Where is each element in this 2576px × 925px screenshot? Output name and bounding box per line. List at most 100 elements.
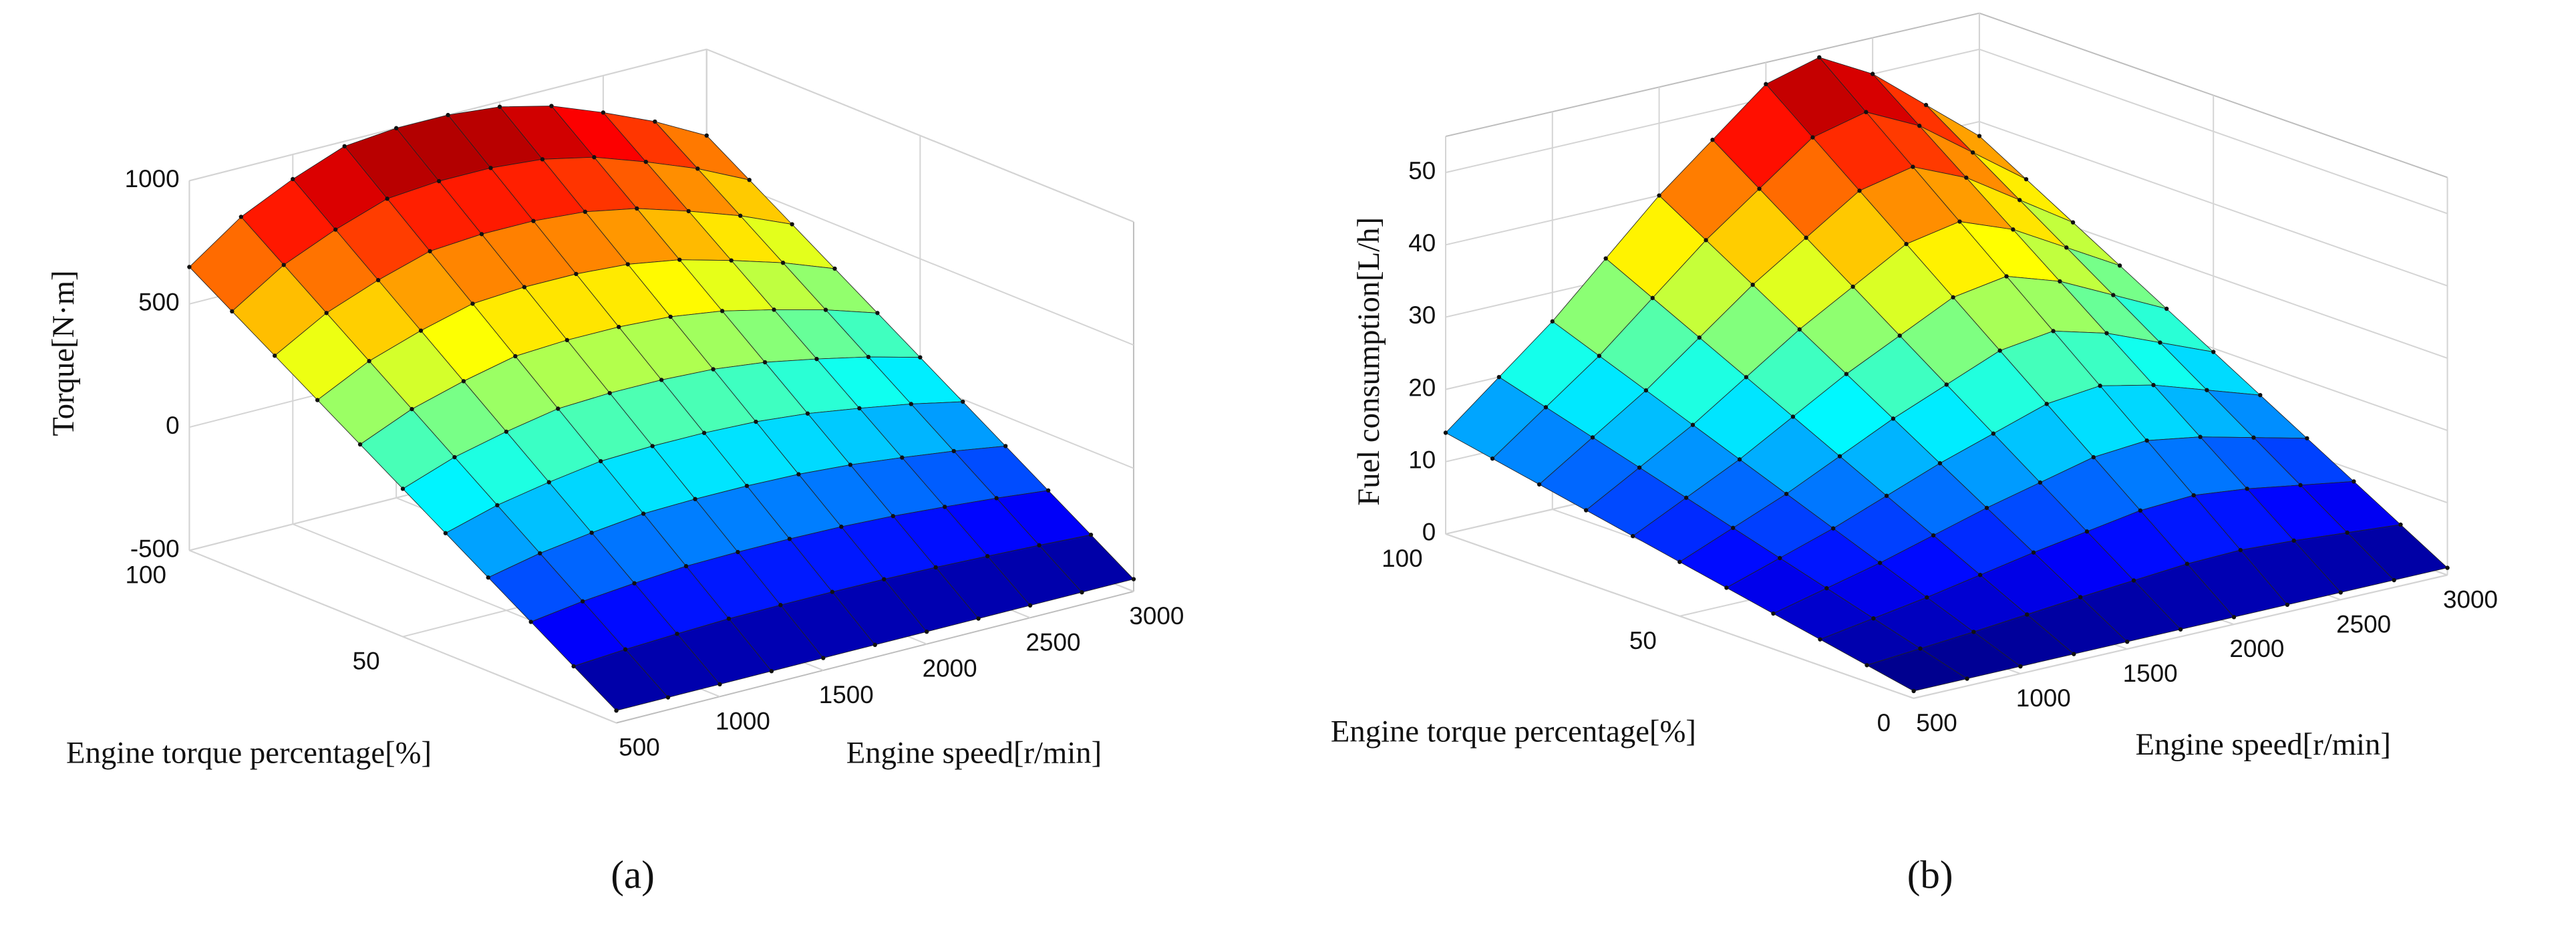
surface-vertex [1970,150,1975,155]
surface-vertex [1027,603,1033,608]
surface-vertex [617,324,621,329]
surface-vertex [1631,533,1635,539]
surface-vertex [1857,188,1862,193]
surface-vertex [1904,241,1909,247]
surface-vertex [882,577,887,581]
surface-vertex [659,378,664,382]
surface-vertex [479,232,484,237]
surface-vertex [410,406,414,412]
grid-line [1445,48,1980,174]
surface-vertex [729,258,734,263]
surface-vertex [522,285,527,289]
panel-label: (b) [1907,853,1953,897]
surface-vertex [230,309,234,314]
surface-vertex [574,271,579,277]
surface-vertex [1724,585,1729,590]
surface-vertex [546,480,551,485]
surface-vertex [2025,612,2030,617]
surface-vertex [2051,329,2056,334]
surface-vertex [2058,279,2062,284]
surface-vertex [762,360,768,365]
surface-vertex [1804,235,1808,240]
z-tick-label: 0 [1422,519,1436,546]
x-axis-label: Engine speed[r/min] [2135,727,2390,762]
y-tick-label: 50 [1629,627,1657,654]
surface-vertex [1964,175,1969,180]
surface-vertex [2024,176,2029,182]
surface-vertex [1603,256,1608,261]
surface-vertex [571,664,576,669]
surface-vertex [2044,402,2049,406]
y-tick-label: 50 [353,648,380,675]
surface-vertex [961,399,965,404]
surface-vertex [2098,384,2102,388]
surface-vertex [2238,547,2243,553]
surface-vertex [2392,577,2396,583]
z-tick-label: 30 [1408,301,1436,329]
x-tick-label: 2500 [2336,610,2391,638]
surface-vertex [2445,565,2450,570]
surface-vertex [823,307,828,312]
surface-vertex [772,307,776,312]
surface-vertex [443,531,448,535]
surface-vertex [1891,416,1896,421]
surface-vertex [744,483,750,489]
surface-vertex [1997,348,2002,353]
surface-vertex [1730,525,1736,531]
surface-vertex [1650,295,1655,301]
surface-vertex [832,266,837,271]
surface-vertex [357,442,363,447]
surface-vertex [2138,508,2143,513]
x-tick-label: 1000 [2016,684,2071,712]
surface-vertex [790,222,794,227]
surface-vertex [2011,227,2016,232]
surface-vertex [580,599,585,604]
surface-vertex [538,551,542,556]
surface-vertex [556,406,560,411]
y-axis-label: Engine torque percentage[%] [1331,714,1696,749]
surface-vertex [1683,495,1689,500]
surface-vertex [891,513,895,519]
x-tick-label: 1000 [715,707,770,735]
surface-vertex [1917,124,1922,128]
surface-vertex [1490,456,1495,461]
surface-vertex [2211,350,2216,354]
panel-label: (a) [611,853,654,897]
y-tick-label: 0 [1877,709,1891,737]
surface-vertex [738,213,743,218]
surface-vertex [1817,55,1822,59]
surface-vertex [2245,487,2249,491]
surface-vertex [1810,135,1815,140]
y-tick-label: 100 [1382,545,1423,572]
surface-vertex [187,265,192,269]
panel: 5001000150020002500300005010001020304050… [1331,12,2498,897]
surface-vertex [924,630,929,634]
z-tick-label: 0 [166,412,179,439]
z-tick-label: 500 [138,289,179,316]
surface-vertex [704,133,709,138]
surface-vertex [2338,590,2343,595]
surface-vertex [400,487,406,491]
surface-vertex [2017,198,2022,203]
surface-vertex [2091,454,2096,460]
surface-vertex [1871,616,1876,621]
surface-vertex [625,262,630,267]
x-tick-label: 1500 [819,681,874,708]
surface-vertex [614,708,619,713]
surface-vertex [1543,405,1549,410]
surface-vertex [814,356,819,362]
surface-vertex [1764,82,1768,87]
surface-vertex [1643,388,1649,393]
surface-vertex [1931,533,1936,538]
surface-vertex [2070,220,2076,225]
surface-vertex [623,647,628,652]
surface-vertex [238,215,244,219]
z-tick-label: 1000 [125,165,180,192]
surface-vertex [1937,460,1943,466]
surface-vertex [1443,430,1448,435]
surface-vertex [540,157,545,162]
surface-vertex [653,119,657,124]
surface-vertex [393,126,399,130]
surface-vertex [2072,652,2076,656]
surface-vertex [1971,630,1976,634]
